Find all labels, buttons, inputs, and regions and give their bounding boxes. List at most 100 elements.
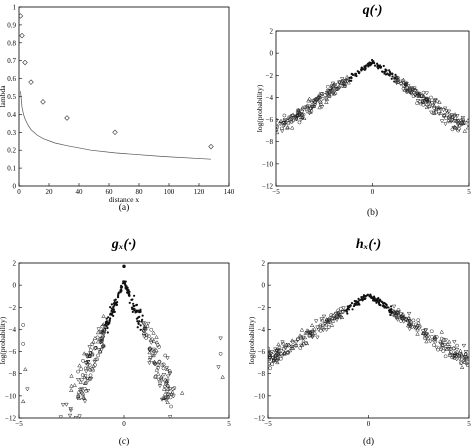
data-point <box>462 358 467 362</box>
data-point <box>145 321 151 326</box>
data-point <box>414 92 420 97</box>
data-point <box>421 93 426 98</box>
data-point <box>432 343 436 348</box>
data-point <box>362 295 365 299</box>
data-point <box>395 311 400 316</box>
data-point <box>406 318 411 323</box>
data-point <box>100 343 105 348</box>
data-point <box>423 98 427 103</box>
data-point <box>336 86 342 91</box>
data-point <box>150 353 155 358</box>
data-point <box>310 333 315 338</box>
data-point <box>346 312 349 315</box>
data-point <box>388 309 391 312</box>
y-axis-label: log(probability) <box>247 316 256 364</box>
data-point <box>147 358 153 363</box>
data-point <box>430 334 434 339</box>
data-point <box>268 351 272 356</box>
data-point <box>136 320 139 323</box>
data-point <box>401 77 406 82</box>
data-point <box>394 315 400 320</box>
y-axis-label: log(probability) <box>255 84 264 132</box>
data-point <box>340 310 345 314</box>
data-point <box>394 310 399 315</box>
data-point <box>83 380 88 385</box>
data-point <box>413 93 418 98</box>
data-point <box>20 399 26 404</box>
data-point <box>157 381 163 386</box>
y-tick-label: 0 <box>13 282 17 290</box>
data-point <box>309 323 315 327</box>
data-point <box>95 339 101 344</box>
data-point <box>447 351 453 356</box>
data-point <box>439 119 445 124</box>
data-point <box>167 371 173 376</box>
data-point <box>101 332 107 337</box>
data-point <box>64 402 69 407</box>
data-point <box>293 344 299 349</box>
data-point <box>446 117 451 122</box>
data-point <box>155 343 160 347</box>
data-point <box>379 66 382 69</box>
data-point <box>444 346 449 351</box>
data-point <box>355 74 358 78</box>
data-point <box>315 97 320 102</box>
data-point <box>105 317 108 320</box>
data-point <box>341 306 346 311</box>
data-point <box>345 78 350 83</box>
data-point <box>65 431 68 434</box>
data-point <box>297 110 302 115</box>
data-point <box>133 304 136 308</box>
data-point <box>84 388 88 393</box>
data-point <box>297 120 302 125</box>
data-point <box>109 306 112 309</box>
data-point <box>77 414 82 418</box>
data-point <box>208 143 214 150</box>
data-point <box>296 107 301 112</box>
data-point <box>362 297 365 301</box>
data-point <box>112 306 115 309</box>
data-point <box>394 75 399 80</box>
data-point <box>90 342 95 346</box>
data-point <box>289 346 294 351</box>
data-point <box>350 302 354 305</box>
data-layer-b <box>276 58 469 135</box>
data-point <box>145 323 150 328</box>
data-point <box>276 357 280 362</box>
data-point <box>318 100 323 105</box>
data-point <box>162 391 168 396</box>
data-point <box>290 116 295 121</box>
data-point <box>130 306 134 309</box>
data-point <box>324 322 329 327</box>
x-tick-label: −5 <box>272 188 280 196</box>
data-point <box>85 389 91 393</box>
data-point <box>461 117 465 122</box>
data-point <box>363 68 366 71</box>
data-point <box>360 296 363 299</box>
data-point <box>438 110 444 115</box>
plot-frame-a <box>18 6 230 187</box>
data-point <box>131 298 134 301</box>
data-point <box>351 308 354 311</box>
data-point <box>161 386 167 391</box>
data-point <box>150 337 154 342</box>
data-point <box>411 318 416 323</box>
data-point <box>185 425 189 428</box>
data-point <box>268 355 272 360</box>
data-point <box>406 84 411 89</box>
data-point <box>315 325 320 330</box>
y-tick-label: −12 <box>262 183 273 191</box>
data-point <box>301 116 307 120</box>
data-point <box>429 95 433 100</box>
data-point <box>76 389 81 394</box>
data-point <box>415 101 420 106</box>
data-point <box>384 302 387 306</box>
data-point <box>293 114 298 119</box>
data-point <box>315 335 320 340</box>
data-point <box>451 125 456 130</box>
data-point <box>424 105 430 110</box>
data-point <box>396 308 401 312</box>
data-point <box>165 395 170 400</box>
data-point <box>387 73 390 76</box>
data-point <box>86 353 92 358</box>
